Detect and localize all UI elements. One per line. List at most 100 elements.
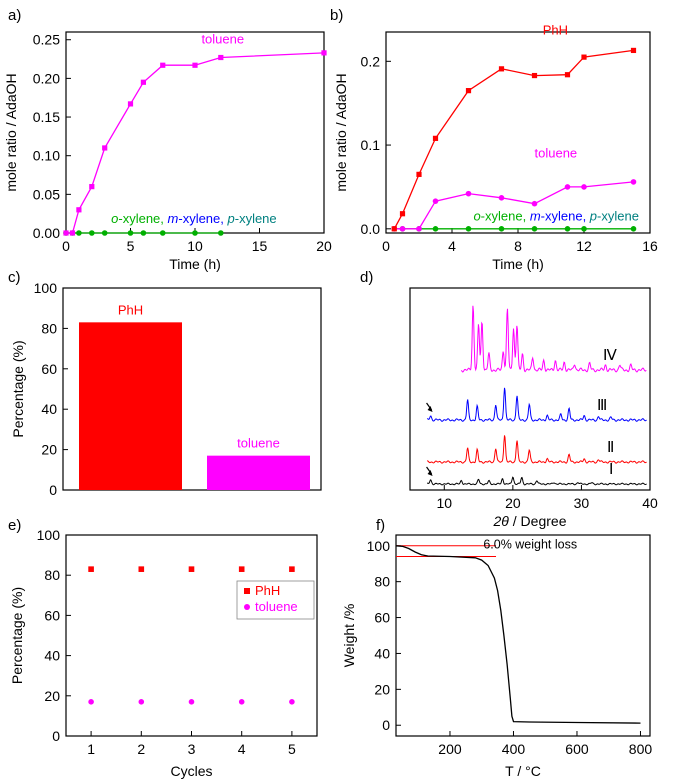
panel-b-phh-label: PhH bbox=[543, 23, 568, 38]
panel-c-ylabel: Percentage (%) bbox=[10, 340, 26, 437]
panel-e-ylabel: Percentage (%) bbox=[9, 587, 25, 684]
panel-e-panel-label: e) bbox=[8, 517, 21, 534]
panel-d-arrowhead bbox=[427, 406, 433, 412]
panel-d-pattern-II bbox=[427, 435, 647, 464]
panel-a-xtick-label: 10 bbox=[187, 238, 203, 254]
panel-c-ytick-label: 80 bbox=[41, 320, 57, 336]
panel-a-xtick-label: 5 bbox=[127, 238, 135, 254]
panel-d-pattern-I bbox=[427, 476, 647, 486]
panel-c-ytick-label: 40 bbox=[41, 401, 57, 417]
panel-f-panel-label: f) bbox=[376, 517, 385, 534]
panel-c-ytick-label: 60 bbox=[41, 361, 57, 377]
panel-b-oxylene-point bbox=[581, 226, 587, 232]
panel-c-bar-label: PhH bbox=[118, 302, 143, 317]
panel-b-oxylene-point bbox=[465, 226, 472, 232]
panel-b-toluene-point bbox=[399, 226, 406, 232]
panel-a-xylene-part: -xylene, bbox=[118, 211, 167, 226]
panel-f-frame bbox=[395, 534, 651, 737]
panel-f-xtick-label: 400 bbox=[502, 741, 526, 757]
panel-e-point-PhH bbox=[238, 566, 245, 572]
panel-a-toluene-point bbox=[192, 62, 198, 68]
panel-b-xtick-label: 8 bbox=[514, 238, 522, 254]
panel-e-point-toluene bbox=[238, 699, 245, 705]
panel-a-panel-label: a) bbox=[8, 7, 21, 24]
panel-a-toluene-point bbox=[63, 230, 69, 236]
panel-a-toluene-line bbox=[66, 52, 325, 234]
panel-b-xtick-label: 0 bbox=[382, 238, 390, 254]
panel-b-phh-point bbox=[432, 135, 439, 141]
panel-f-ytick-label: 100 bbox=[367, 538, 391, 554]
panel-a-oxylene-point bbox=[89, 230, 95, 236]
panel-a-oxylene-point bbox=[127, 230, 134, 236]
panel-a-ytick-label: 0.20 bbox=[33, 70, 60, 86]
panel-c-bar bbox=[207, 455, 310, 490]
panel-b-oxylene-point bbox=[498, 226, 505, 232]
panel-b-phh-line bbox=[393, 49, 634, 230]
panel-a-oxylene-point bbox=[159, 230, 166, 236]
panel-e-point-toluene bbox=[138, 699, 145, 705]
panel-b-phh-point bbox=[399, 211, 406, 217]
panel-a-oxylene-point bbox=[101, 230, 108, 236]
panel-b-toluene-point bbox=[432, 198, 439, 204]
panel-b-phh-point bbox=[465, 88, 472, 94]
panel-e-point-toluene bbox=[88, 699, 94, 705]
panel-a-xtick-label: 15 bbox=[252, 238, 268, 254]
panel-d-xtick-label: 20 bbox=[505, 495, 521, 511]
panel-d-xtick-label: 30 bbox=[574, 495, 590, 511]
panel-e-xtick-label: 3 bbox=[188, 741, 196, 757]
panel-a-xtick-label: 0 bbox=[62, 238, 70, 254]
panel-b-phh-point bbox=[498, 66, 505, 72]
panel-a-oxylene-point bbox=[76, 230, 82, 236]
panel-b-xtick-label: 12 bbox=[576, 238, 592, 254]
panel-d-pattern-IV bbox=[460, 305, 647, 373]
panel-f-ytick-label: 40 bbox=[374, 645, 390, 661]
panel-a-toluene-point bbox=[127, 101, 134, 107]
panel-b-toluene-point bbox=[416, 226, 422, 232]
panel-e-ytick-label: 40 bbox=[44, 648, 60, 664]
panel-e-point-PhH bbox=[188, 566, 195, 572]
panel-e-ytick-label: 0 bbox=[52, 728, 60, 744]
panel-a-oxylene-point bbox=[140, 230, 147, 236]
panel-f-xlabel: T / °C bbox=[505, 763, 541, 779]
panel-e-point-PhH bbox=[138, 566, 145, 572]
panel-f-ytick-label: 0 bbox=[382, 717, 390, 733]
panel-d-label-IV: Ⅳ bbox=[603, 347, 617, 364]
panel-e-xtick-label: 5 bbox=[288, 741, 296, 757]
panel-e-legend bbox=[236, 580, 315, 620]
panel-a-toluene-point bbox=[140, 79, 146, 85]
panel-b-oxylene-point bbox=[531, 226, 538, 232]
panel-d-xtick-label: 10 bbox=[436, 495, 452, 511]
panel-d-label-III: Ⅲ bbox=[597, 397, 607, 414]
panel-b-toluene-point bbox=[465, 190, 472, 197]
panel-b-xylene-part: -xylene bbox=[597, 208, 639, 223]
panel-b-phh-point bbox=[391, 226, 397, 232]
panel-b-xylene-label: o-xylene, m-xylene, p-xylene bbox=[473, 208, 639, 223]
panel-b-phh-point bbox=[581, 54, 587, 60]
panel-c-ytick-label: 20 bbox=[41, 442, 57, 458]
panel-e-point-PhH bbox=[289, 566, 295, 572]
panel-e-point-toluene bbox=[188, 699, 195, 705]
panel-a-ytick-label: 0.10 bbox=[33, 148, 60, 164]
panel-f-tga-curve bbox=[395, 545, 641, 724]
panel-a-ytick-label: 0.00 bbox=[33, 225, 60, 241]
panel-b-frame bbox=[385, 31, 651, 234]
panel-e-xlabel: Cycles bbox=[170, 763, 212, 779]
panel-c-bar bbox=[79, 322, 182, 490]
panel-a-toluene-point bbox=[89, 184, 95, 190]
panel-f-ytick-label: 80 bbox=[374, 574, 390, 590]
panel-d-panel-label: d) bbox=[360, 269, 373, 286]
panel-f-xtick-label: 600 bbox=[565, 741, 589, 757]
panel-f-ylabel: Weight /% bbox=[341, 604, 357, 668]
panel-b-panel-label: b) bbox=[330, 7, 343, 24]
panel-d-arrowhead bbox=[427, 470, 433, 476]
panel-a-oxylene-point bbox=[192, 230, 198, 236]
panel-e-point-toluene bbox=[289, 699, 295, 705]
panel-c-bar-label: toluene bbox=[237, 436, 280, 451]
panel-c-ytick-label: 0 bbox=[49, 482, 57, 498]
panel-d-xlabel-theta: 2θ bbox=[493, 513, 510, 529]
panel-e-xtick-label: 4 bbox=[238, 741, 246, 757]
panel-b-xtick-label: 4 bbox=[448, 238, 456, 254]
panel-b-xlabel: Time (h) bbox=[492, 256, 544, 272]
panel-e-xtick-label: 1 bbox=[87, 741, 95, 757]
